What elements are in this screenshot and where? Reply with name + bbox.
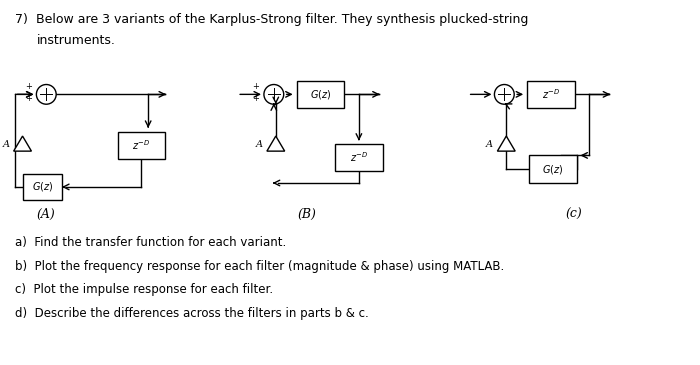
- Text: (A): (A): [37, 208, 56, 221]
- Bar: [529, 155, 577, 183]
- Text: instruments.: instruments.: [36, 34, 116, 47]
- Text: $G(z)$: $G(z)$: [32, 180, 53, 193]
- Text: A: A: [486, 140, 493, 149]
- Text: A: A: [256, 140, 262, 149]
- Text: +: +: [253, 82, 260, 91]
- Text: $z^{-D}$: $z^{-D}$: [542, 88, 560, 101]
- Text: 7): 7): [15, 13, 27, 26]
- Text: +: +: [25, 94, 32, 103]
- Text: +: +: [253, 94, 260, 103]
- Bar: [527, 81, 575, 108]
- Text: $z^{-D}$: $z^{-D}$: [350, 150, 368, 164]
- Circle shape: [494, 85, 514, 104]
- Text: $G(z)$: $G(z)$: [542, 163, 564, 176]
- Text: A: A: [4, 140, 10, 149]
- Text: (c): (c): [565, 208, 582, 221]
- Text: d)  Describe the differences across the filters in parts b & c.: d) Describe the differences across the f…: [15, 307, 368, 320]
- Circle shape: [264, 85, 284, 104]
- Text: $z^{-D}$: $z^{-D}$: [132, 139, 150, 153]
- Polygon shape: [13, 136, 32, 151]
- Bar: [335, 143, 383, 171]
- Text: a)  Find the transfer function for each variant.: a) Find the transfer function for each v…: [15, 236, 286, 249]
- Text: Below are 3 variants of the Karplus-Strong filter. They synthesis plucked-string: Below are 3 variants of the Karplus-Stro…: [36, 13, 528, 26]
- Text: c)  Plot the impulse response for each filter.: c) Plot the impulse response for each fi…: [15, 284, 273, 296]
- Bar: [297, 81, 344, 108]
- Polygon shape: [498, 136, 515, 151]
- Text: b)  Plot the frequency response for each filter (magnitude & phase) using MATLAB: b) Plot the frequency response for each …: [15, 260, 504, 273]
- Polygon shape: [267, 136, 285, 151]
- Circle shape: [36, 85, 56, 104]
- Text: (B): (B): [297, 208, 316, 221]
- Text: $G(z)$: $G(z)$: [309, 88, 331, 101]
- Bar: [22, 174, 62, 200]
- Text: +: +: [25, 82, 32, 91]
- Bar: [118, 132, 165, 160]
